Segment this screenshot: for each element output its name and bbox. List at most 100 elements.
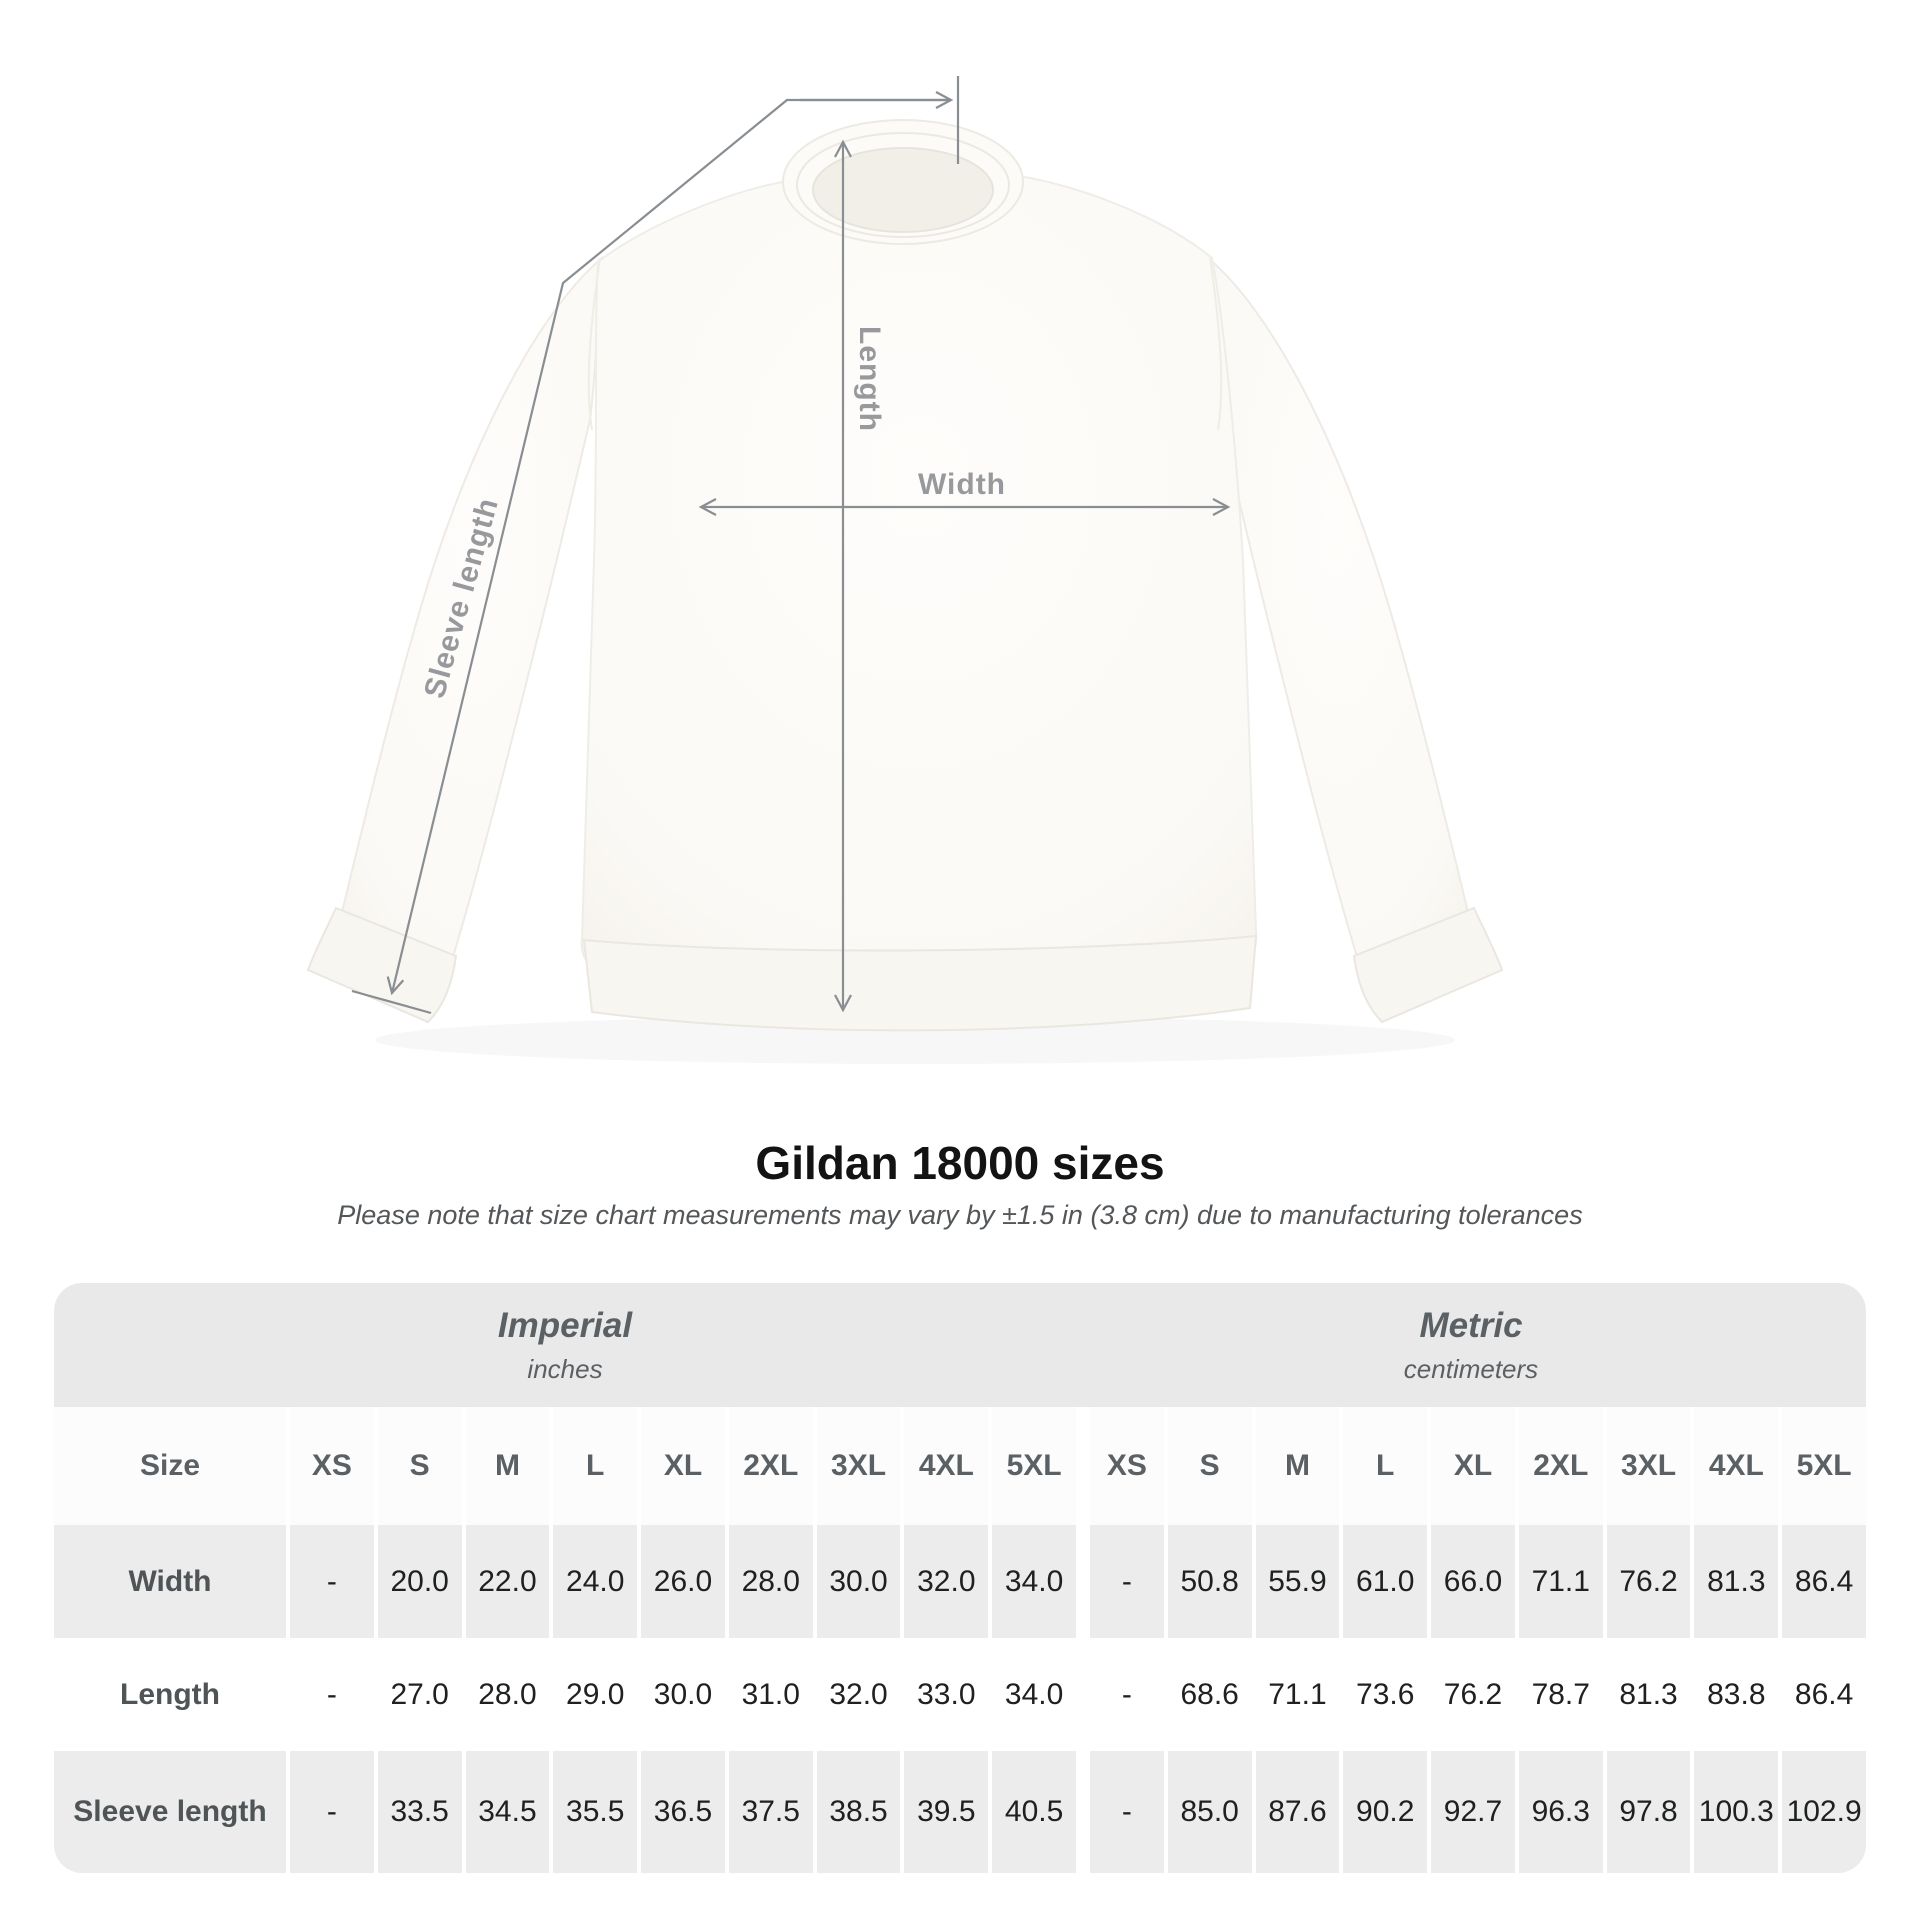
column-header: L [1339, 1407, 1428, 1525]
table-cell: 92.7 [1427, 1751, 1515, 1873]
left-sleeve [340, 255, 604, 962]
table-cell: 86.4 [1778, 1525, 1866, 1638]
imperial-group-header: Imperial inches [54, 1283, 1076, 1407]
length-measure-label: Length [853, 326, 886, 432]
table-cell: 27.0 [373, 1638, 462, 1751]
table-cell: 83.8 [1690, 1638, 1778, 1751]
metric-unit-label: centimeters [1403, 1353, 1539, 1384]
column-header: S [373, 1407, 462, 1525]
table-cell: 81.3 [1602, 1638, 1691, 1751]
column-header: XL [1427, 1407, 1515, 1525]
column-header: 3XL [1602, 1407, 1691, 1525]
table-row-width: Width - 20.0 22.0 24.0 26.0 28.0 30.0 32… [54, 1525, 1866, 1638]
table-cell: 30.0 [812, 1525, 901, 1638]
column-header: XS [286, 1407, 374, 1525]
table-cell: 26.0 [637, 1525, 725, 1638]
column-header: 3XL [812, 1407, 901, 1525]
column-header: M [461, 1407, 550, 1525]
column-header: S [1163, 1407, 1252, 1525]
table-cell: 22.0 [461, 1525, 550, 1638]
table-group-header-row: Imperial inches Metric centimeters [54, 1283, 1866, 1407]
column-header-size: Size [54, 1407, 286, 1525]
table-cell: 28.0 [724, 1525, 813, 1638]
table-cell: 36.5 [637, 1751, 725, 1873]
collar-inner [812, 147, 994, 233]
column-header: XL [637, 1407, 725, 1525]
table-cell: 55.9 [1251, 1525, 1340, 1638]
table-row-length: Length - 27.0 28.0 29.0 30.0 31.0 32.0 3… [54, 1638, 1866, 1751]
sweatshirt-illustration [306, 76, 1504, 1032]
table-cell: 31.0 [724, 1638, 813, 1751]
left-cuff [306, 906, 458, 1024]
table-cell: 34.0 [988, 1638, 1076, 1751]
imperial-unit-label: inches [527, 1353, 603, 1384]
torso [580, 174, 1258, 972]
metric-group-header: Metric centimeters [1076, 1283, 1866, 1407]
table-cell: 29.0 [549, 1638, 637, 1751]
table-cell: 30.0 [637, 1638, 725, 1751]
row-label: Width [128, 1564, 212, 1598]
column-header: 2XL [724, 1407, 813, 1525]
table-cell: - [1076, 1751, 1164, 1873]
sleeve-length-bottom-endbar [351, 989, 432, 1015]
page-subtitle: Please note that size chart measurements… [337, 1200, 1583, 1230]
table-cell: 20.0 [373, 1525, 462, 1638]
table-cell: 39.5 [900, 1751, 988, 1873]
table-cell: 38.5 [812, 1751, 901, 1873]
table-cell: 81.3 [1690, 1525, 1778, 1638]
hem-band [582, 934, 1258, 1032]
table-cell: - [1076, 1525, 1164, 1638]
table-cell: 90.2 [1339, 1751, 1427, 1873]
table-cell: 34.5 [461, 1751, 550, 1873]
sweatshirt-measurement-diagram: Length Width Sleeve length [306, 76, 1504, 1032]
column-header: XS [1076, 1407, 1164, 1525]
table-cell: - [286, 1638, 374, 1751]
width-measure-label: Width [917, 468, 1007, 501]
size-table: Imperial inches Metric centimeters Size … [54, 1283, 1866, 1873]
table-cell: - [1076, 1638, 1164, 1751]
left-shoulder-seam [587, 257, 601, 431]
table-cell: 85.0 [1163, 1751, 1252, 1873]
table-cell: 50.8 [1163, 1525, 1252, 1638]
collar-seam [796, 132, 1010, 238]
table-cell: 78.7 [1514, 1638, 1603, 1751]
table-cell: 102.9 [1778, 1751, 1866, 1873]
table-row-sleeve-length: Sleeve length - 33.5 34.5 35.5 36.5 37.5… [54, 1751, 1866, 1873]
imperial-label: Imperial [497, 1305, 633, 1345]
column-header: 4XL [1690, 1407, 1779, 1525]
table-column-header-row: Size XS S M L XL 2XL 3XL 4XL 5XL XS S M … [54, 1407, 1866, 1525]
table-cell: 34.0 [988, 1525, 1076, 1638]
table-cell: 40.5 [988, 1751, 1076, 1873]
table-cell: 66.0 [1427, 1525, 1515, 1638]
table-cell: 100.3 [1690, 1751, 1778, 1873]
table-cell: 33.5 [373, 1751, 462, 1873]
table-cell: 71.1 [1514, 1525, 1603, 1638]
table-cell: 73.6 [1339, 1638, 1427, 1751]
row-label: Length [120, 1677, 220, 1711]
table-cell: 76.2 [1602, 1525, 1691, 1638]
table-cell: 35.5 [549, 1751, 637, 1873]
row-label: Sleeve length [73, 1795, 267, 1828]
table-cell: 24.0 [549, 1525, 637, 1638]
table-cell: 71.1 [1251, 1638, 1340, 1751]
table-cell: 86.4 [1778, 1638, 1866, 1751]
table-cell: 68.6 [1163, 1638, 1252, 1751]
metric-label: Metric [1419, 1305, 1523, 1345]
table-cell: - [286, 1525, 374, 1638]
column-header: 5XL [1778, 1407, 1866, 1525]
column-header: L [549, 1407, 638, 1525]
table-cell: 32.0 [900, 1525, 988, 1638]
right-shoulder-seam [1209, 257, 1223, 431]
table-cell: 97.8 [1602, 1751, 1691, 1873]
column-header: 5XL [988, 1407, 1076, 1525]
table-cell: 96.3 [1514, 1751, 1603, 1873]
table-cell: 28.0 [461, 1638, 550, 1751]
table-cell: - [286, 1751, 374, 1873]
table-cell: 76.2 [1427, 1638, 1515, 1751]
column-header: M [1251, 1407, 1340, 1525]
table-cell: 32.0 [812, 1638, 901, 1751]
page-title: Gildan 18000 sizes [755, 1137, 1165, 1189]
column-header: 4XL [900, 1407, 989, 1525]
table-cell: 87.6 [1251, 1751, 1340, 1873]
